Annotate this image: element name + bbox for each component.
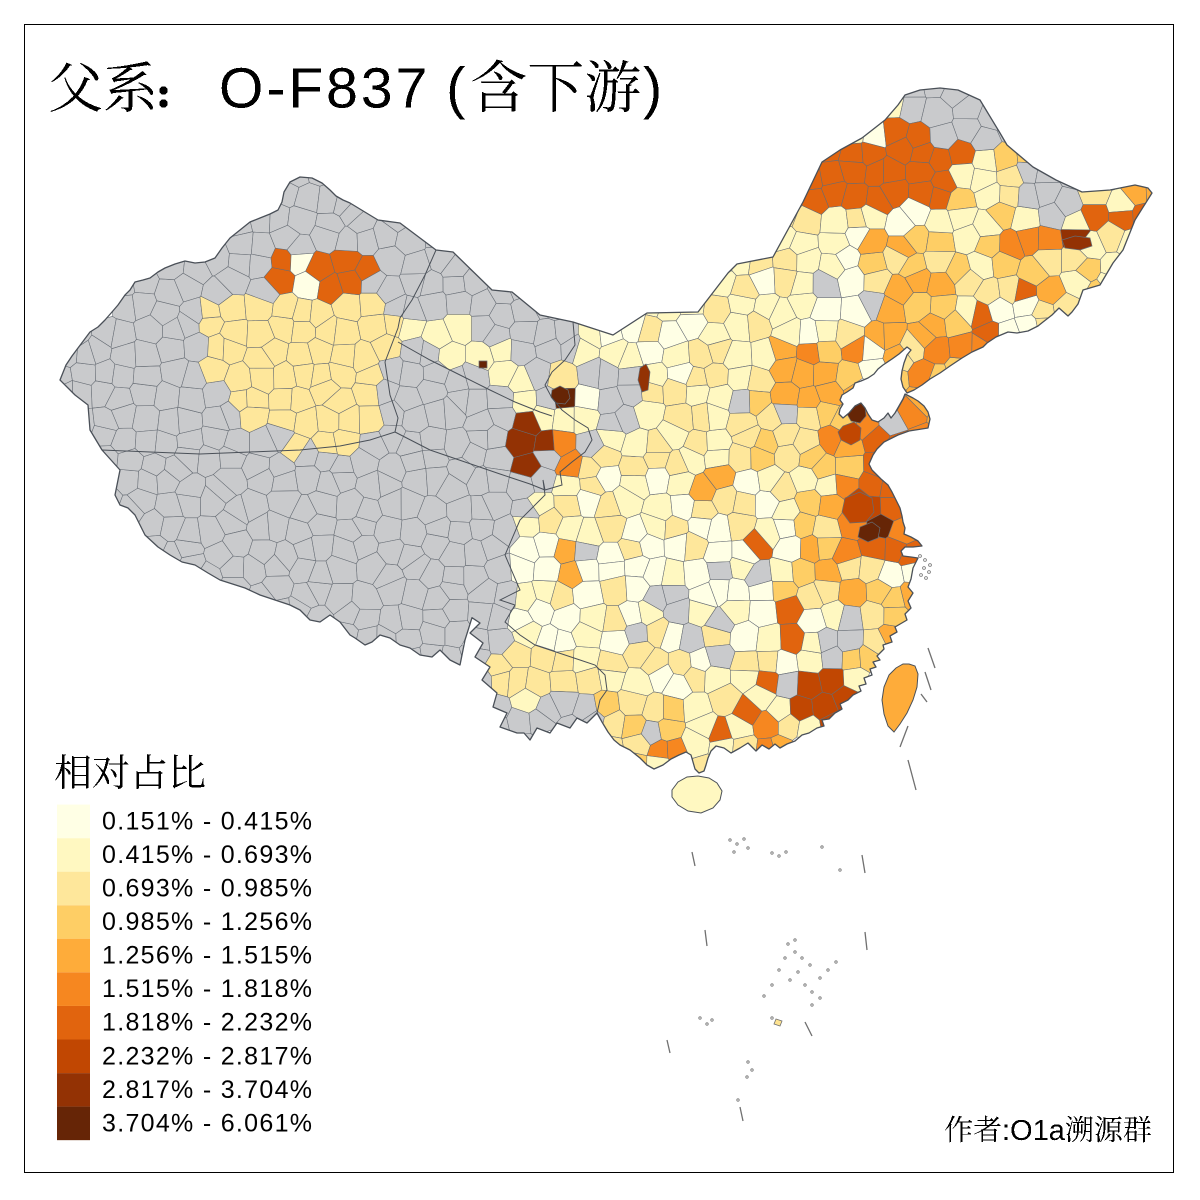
svg-text:0.985% - 1.256%: 0.985% - 1.256% (102, 908, 313, 936)
svg-text:1.256% - 1.515%: 1.256% - 1.515% (102, 942, 313, 970)
svg-text:3.704% - 6.061%: 3.704% - 6.061% (102, 1109, 313, 1137)
svg-text:2.232% - 2.817%: 2.232% - 2.817% (102, 1042, 313, 1070)
svg-text:1.515% - 1.818%: 1.515% - 1.818% (102, 975, 313, 1003)
svg-text:2.817% - 3.704%: 2.817% - 3.704% (102, 1076, 313, 1104)
svg-text:0.151% - 0.415%: 0.151% - 0.415% (102, 807, 313, 835)
svg-text:1.818% - 2.232%: 1.818% - 2.232% (102, 1009, 313, 1037)
svg-text:0.693% - 0.985%: 0.693% - 0.985% (102, 875, 313, 903)
svg-text:0.415% - 0.693%: 0.415% - 0.693% (102, 841, 313, 869)
